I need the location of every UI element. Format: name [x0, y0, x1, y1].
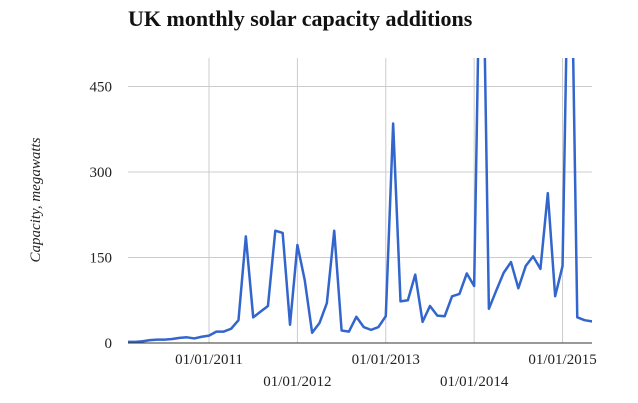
chart-title: UK monthly solar capacity additions	[128, 6, 473, 31]
x-tick-label: 01/01/2014	[440, 374, 509, 390]
y-tick-label: 0	[105, 336, 113, 352]
y-tick-label: 150	[90, 251, 113, 267]
series-layer	[128, 58, 592, 344]
axes: 0 150 300 450 01/01/2011 01/01/2012 01/01/2013…	[90, 80, 597, 391]
x-tick-label: 01/01/2011	[175, 352, 243, 368]
y-tick-label: 300	[90, 165, 113, 181]
y-axis-title: Capacity, megawatts	[28, 137, 44, 262]
x-tick-label: 01/01/2012	[263, 374, 331, 390]
y-tick-label: 450	[90, 80, 113, 96]
grid	[128, 58, 592, 343]
x-tick-label: 01/01/2015	[528, 352, 596, 368]
series-line	[128, 58, 592, 344]
x-tick-label: 01/01/2013	[352, 352, 420, 368]
